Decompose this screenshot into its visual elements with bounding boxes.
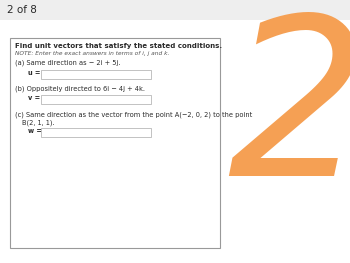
Text: NOTE: Enter the exact answers in terms of i, j and k.: NOTE: Enter the exact answers in terms o… <box>15 51 169 56</box>
Text: (a) Same direction as − 2i + 5j.: (a) Same direction as − 2i + 5j. <box>15 60 120 67</box>
Text: (b) Oppositely directed to 6i − 4j + 4k.: (b) Oppositely directed to 6i − 4j + 4k. <box>15 85 145 92</box>
FancyBboxPatch shape <box>0 20 350 263</box>
Text: (c) Same direction as the vector from the point A(−2, 0, 2) to the point: (c) Same direction as the vector from th… <box>15 111 252 118</box>
Text: w =: w = <box>28 128 42 134</box>
FancyBboxPatch shape <box>10 38 220 248</box>
Text: v =: v = <box>28 95 40 101</box>
FancyBboxPatch shape <box>41 70 151 79</box>
FancyBboxPatch shape <box>41 95 151 104</box>
Text: B(2, 1, 1).: B(2, 1, 1). <box>22 120 55 127</box>
Text: 2: 2 <box>227 8 350 222</box>
Text: Find unit vectors that satisfy the stated conditions.: Find unit vectors that satisfy the state… <box>15 43 222 49</box>
Text: 2 of 8: 2 of 8 <box>7 5 37 15</box>
FancyBboxPatch shape <box>0 0 350 20</box>
FancyBboxPatch shape <box>41 128 151 137</box>
Text: u =: u = <box>28 70 40 76</box>
